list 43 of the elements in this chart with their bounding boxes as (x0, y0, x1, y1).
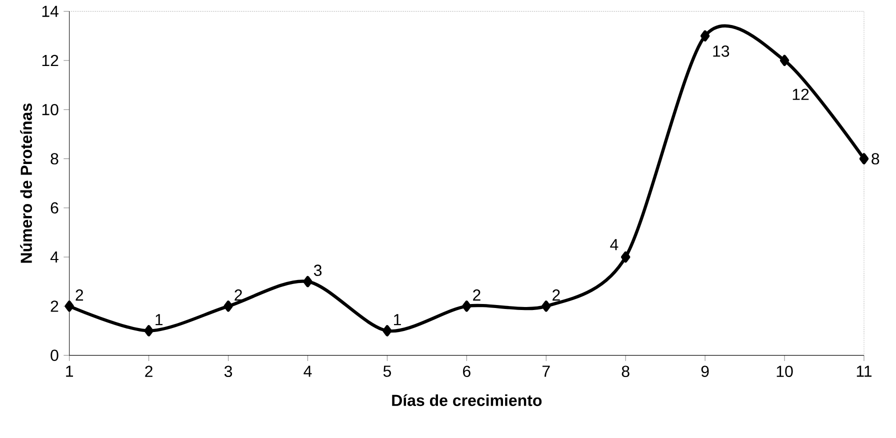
data-label: 1 (394, 314, 401, 326)
point (64, 300, 74, 312)
x-tick-label: 7 (542, 366, 550, 377)
y-tick-label: 6 (50, 202, 58, 214)
y-tick-label: 4 (50, 252, 58, 263)
point (780, 54, 790, 66)
y-tick-label: 0 (50, 350, 58, 361)
y-tick-label: 14 (42, 6, 58, 17)
data-label: 4 (610, 239, 618, 250)
y-tick-label: 10 (42, 104, 58, 116)
data-label: 2 (473, 289, 480, 301)
data-label: 1 (156, 314, 163, 326)
point (621, 251, 630, 263)
data-label: 13 (713, 46, 730, 57)
x-tick-label: 6 (463, 366, 470, 378)
point (462, 300, 472, 312)
y-tick-label: 2 (50, 300, 58, 312)
x-tick-label: 8 (622, 366, 630, 378)
x-tick-label: 1 (66, 366, 74, 377)
data-label: 8 (872, 153, 880, 164)
data-label: 2 (552, 289, 560, 301)
x-axis-title: Días de crecimiento (392, 394, 542, 406)
point (700, 30, 710, 42)
point (303, 276, 312, 288)
x-tick-label: 5 (383, 366, 391, 377)
x-tick-label: 2 (145, 366, 152, 377)
x-tick-label: 11 (856, 366, 872, 377)
point (224, 300, 233, 312)
data-label: 2 (234, 289, 242, 301)
x-tick-label: 10 (776, 366, 793, 378)
x-tick-label: 9 (701, 366, 709, 378)
x-tick-label: 4 (304, 366, 312, 377)
data-label: 12 (792, 88, 809, 100)
data-label: 3 (314, 264, 322, 276)
point (382, 325, 392, 336)
y-axis-title: Número de Proteínas (20, 104, 32, 263)
data-label: 2 (76, 289, 84, 301)
y-tick-label: 8 (50, 153, 58, 164)
y-tick-label: 12 (42, 54, 58, 66)
x-tick-label: 3 (224, 366, 232, 378)
point (542, 300, 551, 312)
point (144, 325, 154, 336)
point (859, 153, 869, 164)
